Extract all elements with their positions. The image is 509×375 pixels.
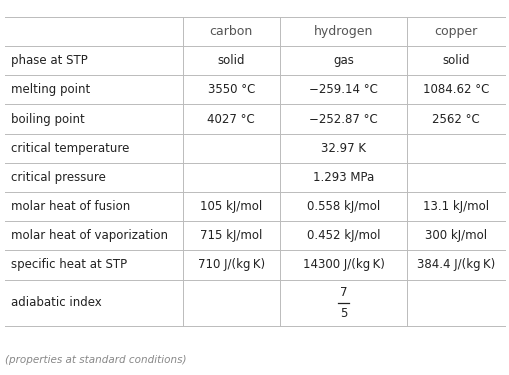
Text: −252.87 °C: −252.87 °C [309, 112, 377, 126]
Text: 384.4 J/(kg K): 384.4 J/(kg K) [416, 258, 494, 272]
Text: solid: solid [217, 54, 244, 67]
Text: 7: 7 [340, 286, 347, 299]
Text: 4027 °C: 4027 °C [207, 112, 254, 126]
Text: 0.558 kJ/mol: 0.558 kJ/mol [306, 200, 380, 213]
Text: adiabatic index: adiabatic index [11, 296, 102, 309]
Text: phase at STP: phase at STP [11, 54, 88, 67]
Text: gas: gas [332, 54, 353, 67]
Text: boiling point: boiling point [11, 112, 85, 126]
Text: critical pressure: critical pressure [11, 171, 106, 184]
Text: (properties at standard conditions): (properties at standard conditions) [5, 355, 186, 365]
Text: 300 kJ/mol: 300 kJ/mol [425, 229, 486, 242]
Text: 0.452 kJ/mol: 0.452 kJ/mol [306, 229, 380, 242]
Text: molar heat of fusion: molar heat of fusion [11, 200, 130, 213]
Text: 13.1 kJ/mol: 13.1 kJ/mol [422, 200, 488, 213]
Text: melting point: melting point [11, 83, 90, 96]
Text: 32.97 K: 32.97 K [321, 142, 365, 155]
Text: specific heat at STP: specific heat at STP [11, 258, 127, 272]
Text: 5: 5 [340, 307, 347, 320]
Text: 14300 J/(kg K): 14300 J/(kg K) [302, 258, 384, 272]
Text: solid: solid [441, 54, 469, 67]
Text: 1084.62 °C: 1084.62 °C [422, 83, 489, 96]
Text: hydrogen: hydrogen [314, 25, 373, 38]
Text: copper: copper [434, 25, 477, 38]
Text: carbon: carbon [209, 25, 252, 38]
Text: 3550 °C: 3550 °C [207, 83, 254, 96]
Text: 710 J/(kg K): 710 J/(kg K) [197, 258, 264, 272]
Text: critical temperature: critical temperature [11, 142, 129, 155]
Text: −259.14 °C: −259.14 °C [308, 83, 377, 96]
Text: 105 kJ/mol: 105 kJ/mol [200, 200, 262, 213]
Text: molar heat of vaporization: molar heat of vaporization [11, 229, 168, 242]
Text: 1.293 MPa: 1.293 MPa [313, 171, 374, 184]
Text: 715 kJ/mol: 715 kJ/mol [200, 229, 262, 242]
Text: 2562 °C: 2562 °C [432, 112, 479, 126]
